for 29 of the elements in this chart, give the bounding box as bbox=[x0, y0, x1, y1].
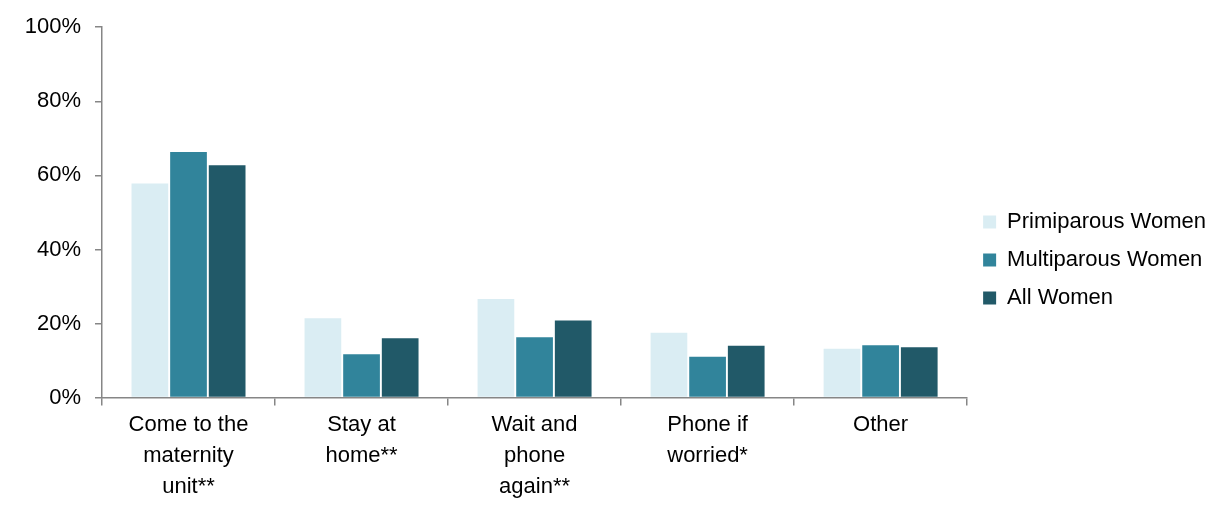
y-tick-label: 80% bbox=[36, 87, 81, 113]
bar bbox=[131, 183, 169, 397]
legend-label: All Women bbox=[1007, 284, 1114, 310]
x-tick-label: Wait and phone again** bbox=[491, 411, 578, 498]
bar bbox=[381, 338, 419, 397]
y-tick-label: 40% bbox=[36, 235, 81, 261]
y-tick-label: 0% bbox=[49, 383, 81, 409]
bar bbox=[823, 348, 861, 397]
bar bbox=[170, 152, 207, 397]
x-tick-label: Stay at home** bbox=[325, 411, 399, 467]
bar bbox=[727, 345, 765, 397]
y-tick-label: 60% bbox=[36, 161, 81, 187]
legend-label: Primiparous Women bbox=[1007, 208, 1207, 234]
y-tick-label: 100% bbox=[24, 13, 81, 39]
bar bbox=[689, 356, 726, 397]
bar bbox=[208, 165, 246, 397]
x-tick-label: Other bbox=[853, 411, 909, 437]
legend-label: Multiparous Women bbox=[1007, 246, 1203, 272]
bar bbox=[516, 337, 553, 397]
x-tick-label: Phone if worried* bbox=[666, 411, 749, 467]
bar bbox=[900, 347, 938, 397]
bar bbox=[304, 318, 342, 397]
bar bbox=[862, 345, 899, 397]
y-tick-label: 20% bbox=[36, 309, 81, 335]
bar bbox=[650, 332, 688, 397]
bar bbox=[477, 299, 515, 397]
x-tick-label: Come to the maternity unit** bbox=[128, 411, 249, 498]
bar bbox=[554, 320, 592, 397]
bar bbox=[343, 354, 380, 397]
